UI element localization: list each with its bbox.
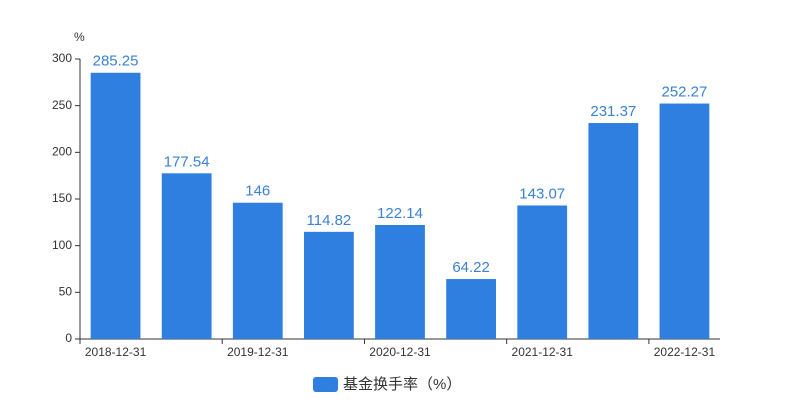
- value-label: 122.14: [377, 205, 423, 222]
- x-tick-label: 2021-12-31: [512, 345, 574, 359]
- bar: [446, 279, 496, 339]
- value-label: 146: [245, 183, 270, 200]
- y-tick-label: 300: [52, 51, 72, 65]
- value-label: 143.07: [519, 185, 565, 202]
- y-tick-label: 50: [59, 285, 73, 299]
- bar: [304, 231, 354, 339]
- legend-label: 基金换手率（%）: [343, 376, 461, 393]
- y-tick-label: 0: [65, 331, 72, 345]
- bar: [659, 103, 710, 339]
- x-tick-label: 2018-12-31: [85, 345, 147, 359]
- x-tick-label: 2022-12-31: [654, 345, 716, 359]
- value-label: 252.27: [661, 84, 707, 101]
- value-label: 285.25: [93, 53, 139, 70]
- y-tick-label: 250: [52, 98, 72, 112]
- value-label: 114.82: [307, 212, 352, 229]
- x-tick-label: 2020-12-31: [369, 345, 431, 359]
- value-label: 231.37: [590, 103, 636, 120]
- y-tick-label: 200: [52, 145, 72, 159]
- x-tick-label: 2019-12-31: [227, 345, 289, 359]
- value-label: 177.54: [164, 153, 210, 170]
- bar: [588, 123, 639, 340]
- value-label: 64.22: [452, 259, 490, 276]
- legend-swatch: [313, 377, 338, 392]
- y-tick-label: 150: [52, 191, 72, 205]
- bar: [517, 205, 568, 339]
- bar: [375, 225, 425, 339]
- y-tick-label: 100: [52, 238, 72, 252]
- bar: [90, 72, 141, 340]
- bar: [232, 202, 283, 339]
- bar: [161, 173, 212, 339]
- y-unit-label: %: [74, 30, 85, 44]
